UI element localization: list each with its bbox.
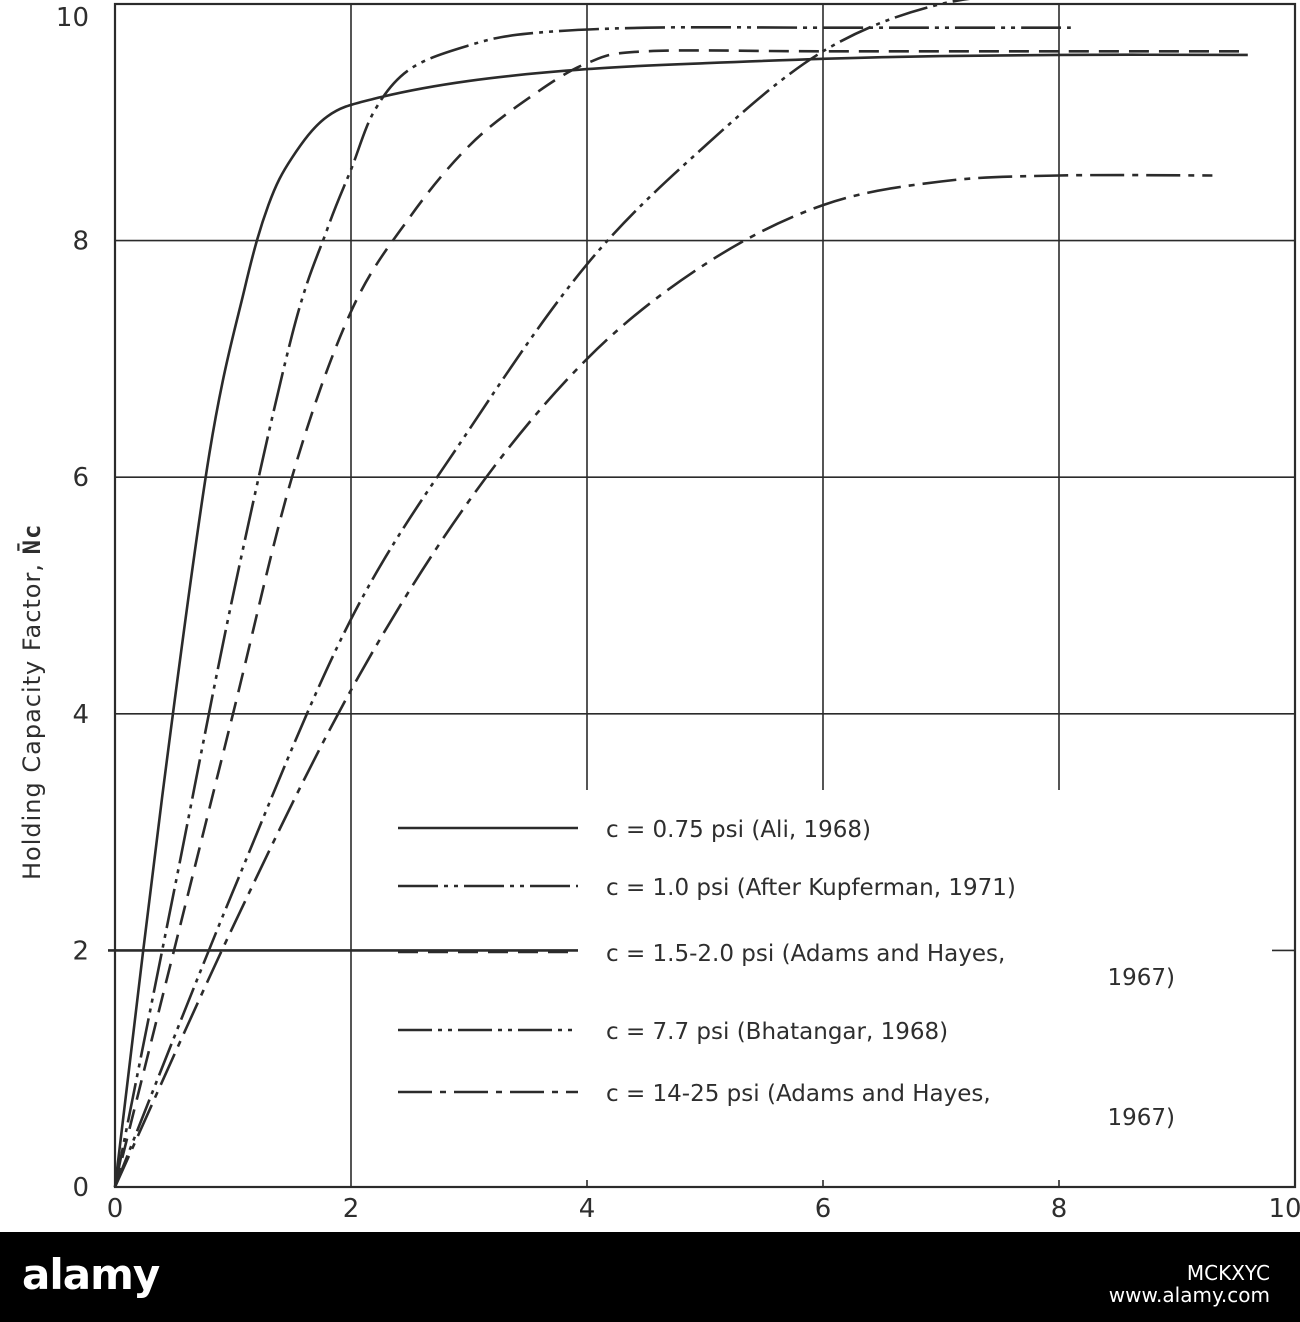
legend: c = 0.75 psi (Ali, 1968) c = 1.0 psi (Aft… <box>108 817 1175 1131</box>
x-tick-label: 10 <box>1268 1194 1300 1224</box>
series-line <box>113 53 1248 1188</box>
x-tick-label: 2 <box>343 1194 360 1224</box>
y-tick-label: 0 <box>72 1173 89 1203</box>
image-id: MCKXYC www.alamy.com <box>1109 1262 1270 1306</box>
series-line <box>113 0 971 1188</box>
y-axis-label-symbol: N̄c <box>16 523 46 554</box>
legend-entry: c = 1.5-2.0 psi (Adams and Hayes,1967) <box>606 941 1175 991</box>
x-tick-label: 6 <box>815 1194 832 1224</box>
legend-background <box>372 790 1272 1180</box>
y-tick-label: 4 <box>72 700 89 730</box>
series-line <box>113 49 1248 1188</box>
y-tick-label: 2 <box>72 936 89 966</box>
y-tick-label: 6 <box>72 463 89 493</box>
series-curves <box>113 0 1248 1188</box>
legend-entry: c = 1.0 psi (After Kupferman, 1971) <box>606 875 1016 901</box>
watermark-footer: alamy MCKXYC www.alamy.com <box>0 1232 1300 1322</box>
alamy-logo: alamy <box>22 1250 160 1299</box>
series-line <box>113 173 1213 1188</box>
legend-entry: c = 0.75 psi (Ali, 1968) <box>606 817 871 843</box>
legend-entry: c = 7.7 psi (Bhatangar, 1968) <box>606 1019 948 1045</box>
y-tick-label: 8 <box>72 227 89 257</box>
x-tick-label: 4 <box>579 1194 596 1224</box>
legend-entry: c = 14-25 psi (Adams and Hayes,1967) <box>606 1081 1175 1131</box>
image-id-code: MCKXYC <box>1186 1261 1270 1285</box>
y-axis-label: Holding Capacity Factor, N̄c <box>16 523 46 880</box>
y-axis-label-text: Holding Capacity Factor, <box>18 554 46 880</box>
image-site: www.alamy.com <box>1108 1283 1270 1307</box>
series-line <box>113 25 1071 1188</box>
x-tick-label: 0 <box>107 1194 124 1224</box>
plot-frame <box>113 2 1297 1189</box>
x-tick-label: 8 <box>1051 1194 1068 1224</box>
y-tick-label: 10 <box>56 3 89 33</box>
axis-ticks: 0 2 4 6 8 10 0 2 4 6 8 10 <box>56 3 1300 1224</box>
